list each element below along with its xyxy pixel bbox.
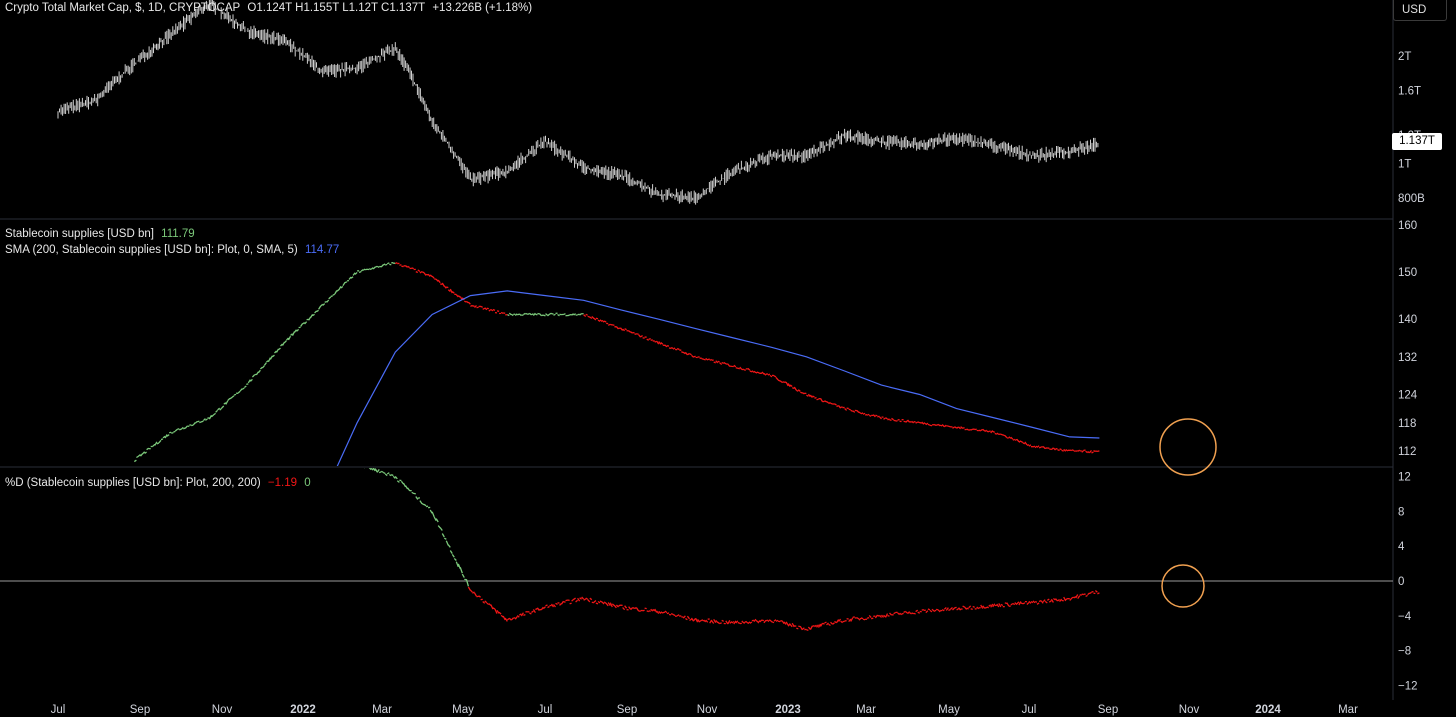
x-axis-label: Jul bbox=[1022, 704, 1037, 716]
supply-down-segments bbox=[394, 261, 1100, 454]
x-axis-label: Nov bbox=[697, 704, 718, 716]
price-tick-label: 1.6T bbox=[1398, 85, 1421, 97]
stablecoin-tick-label: 160 bbox=[1398, 220, 1417, 232]
stablecoin-legend: Stablecoin supplies [USD bn] 111.79 bbox=[5, 228, 199, 240]
x-axis-label: 2022 bbox=[290, 704, 316, 716]
pct-label: %D (Stablecoin supplies [USD bn]: Plot, … bbox=[5, 477, 261, 489]
x-axis-label: Mar bbox=[1338, 704, 1358, 716]
pct-tick-label: −8 bbox=[1398, 646, 1411, 658]
pct-tick-label: −12 bbox=[1398, 680, 1418, 692]
stablecoin-tick-label: 132 bbox=[1398, 352, 1417, 364]
x-axis-label: Jul bbox=[538, 704, 553, 716]
x-axis-label: 2024 bbox=[1255, 704, 1281, 716]
x-axis-label: Sep bbox=[130, 704, 150, 716]
pct-tick-label: 12 bbox=[1398, 472, 1411, 484]
pct-value2: 0 bbox=[304, 477, 311, 489]
stablecoin-tick-label: 140 bbox=[1398, 314, 1417, 326]
stablecoin-label: Stablecoin supplies [USD bn] bbox=[5, 228, 154, 240]
x-axis-label: Mar bbox=[856, 704, 876, 716]
sma-label: SMA (200, Stablecoin supplies [USD bn]: … bbox=[5, 244, 298, 256]
currency-selector[interactable]: USD bbox=[1393, 0, 1447, 21]
supply-up-segments bbox=[133, 262, 584, 463]
stablecoin-tick-label: 118 bbox=[1398, 418, 1416, 430]
price-tick-label: 1T bbox=[1398, 158, 1411, 170]
x-axis-label: Sep bbox=[1098, 704, 1118, 716]
x-axis-label: May bbox=[452, 704, 474, 716]
x-axis-label: 2023 bbox=[775, 704, 801, 716]
price-series bbox=[57, 0, 1099, 205]
stablecoin-tick-label: 124 bbox=[1398, 390, 1418, 402]
x-axis-label: Nov bbox=[212, 704, 233, 716]
x-axis-label: Nov bbox=[1179, 704, 1200, 716]
stablecoin-value: 111.79 bbox=[161, 228, 195, 240]
ohlc-values: O1.124T H1.155T L1.12T C1.137T bbox=[247, 2, 426, 14]
price-tick-label: 800B bbox=[1398, 193, 1425, 205]
x-axis-label: May bbox=[938, 704, 960, 716]
highlight-circle-supply bbox=[1159, 418, 1217, 476]
x-axis-label: Jul bbox=[51, 704, 66, 716]
pct-tick-label: −4 bbox=[1398, 611, 1412, 623]
pct-tick-label: 0 bbox=[1398, 576, 1404, 588]
sma-value: 114.77 bbox=[304, 244, 340, 256]
highlight-circle-pct bbox=[1161, 564, 1205, 608]
sma-series bbox=[336, 290, 1100, 466]
x-axis-label: Mar bbox=[372, 704, 392, 716]
price-legend: Crypto Total Market Cap, $, 1D, CRYPTOCA… bbox=[5, 2, 536, 14]
price-tick-label: 2T bbox=[1398, 51, 1411, 63]
sma-legend: SMA (200, Stablecoin supplies [USD bn]: … bbox=[5, 244, 343, 256]
stablecoin-series bbox=[133, 261, 1100, 466]
pct-tick-label: 8 bbox=[1398, 506, 1404, 518]
pct-up-segments bbox=[364, 468, 470, 587]
pct-tick-label: 4 bbox=[1398, 541, 1405, 553]
pct-value: −1.19 bbox=[267, 477, 298, 489]
change-value: +13.226B (+1.18%) bbox=[432, 2, 533, 14]
last-price-tag: 1.137T bbox=[1392, 133, 1442, 150]
symbol-title: Crypto Total Market Cap, $, 1D, CRYPTOCA… bbox=[5, 2, 241, 14]
pct-series bbox=[364, 468, 1100, 632]
pct-down-segments bbox=[467, 586, 1100, 632]
x-axis-label: Sep bbox=[617, 704, 637, 716]
pct-legend: %D (Stablecoin supplies [USD bn]: Plot, … bbox=[5, 477, 315, 489]
stablecoin-tick-label: 112 bbox=[1398, 446, 1416, 458]
stablecoin-tick-label: 150 bbox=[1398, 267, 1417, 279]
